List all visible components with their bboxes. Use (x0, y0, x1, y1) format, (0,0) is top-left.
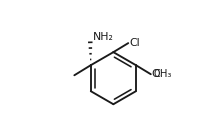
Text: Cl: Cl (129, 38, 140, 48)
Text: O: O (151, 69, 160, 79)
Text: NH₂: NH₂ (93, 32, 114, 42)
Text: CH₃: CH₃ (154, 69, 172, 79)
